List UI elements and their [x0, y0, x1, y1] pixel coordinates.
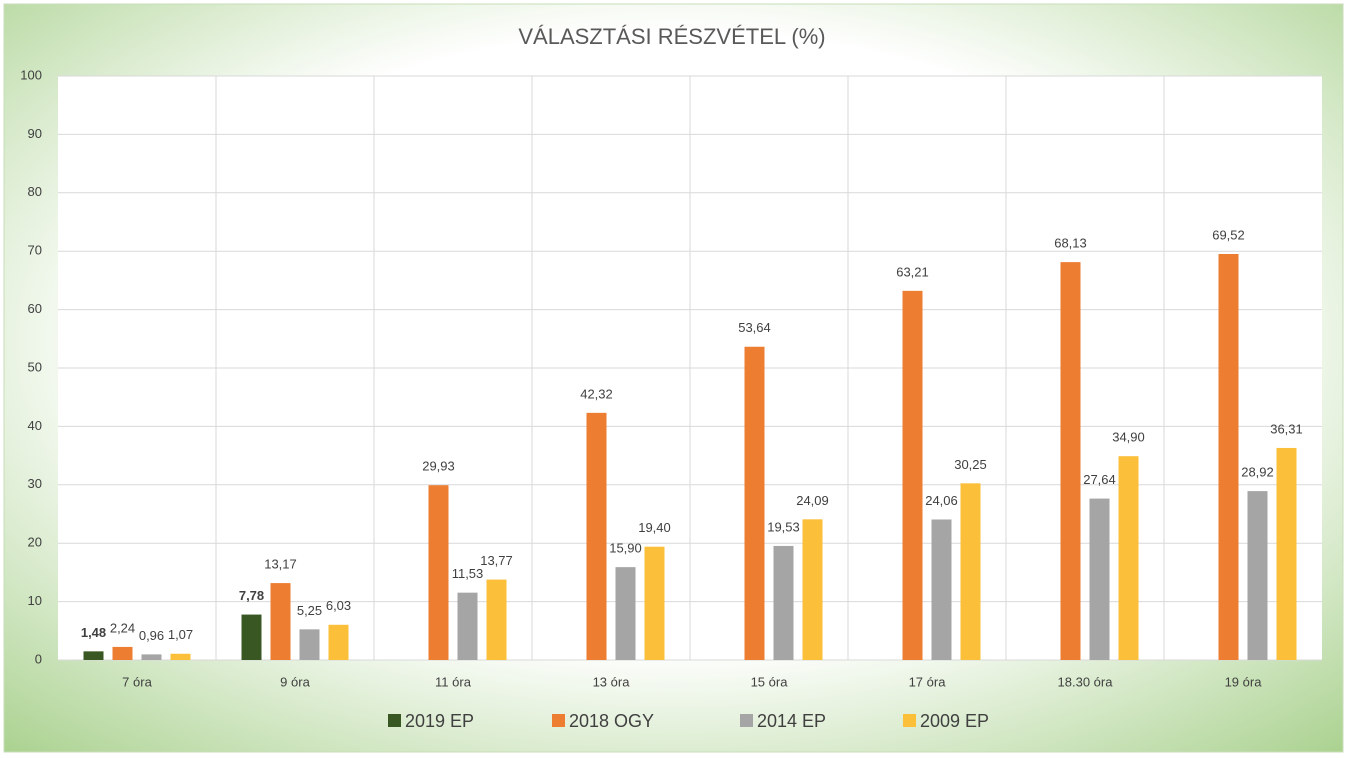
bar [141, 654, 162, 660]
bar [744, 346, 765, 660]
chart-title: VÁLASZTÁSI RÉSZVÉTEL (%) [518, 24, 825, 49]
y-tick-label: 90 [28, 126, 42, 141]
value-label: 28,92 [1241, 465, 1274, 480]
x-tick-label: 11 óra [435, 674, 472, 689]
y-tick-label: 100 [20, 67, 42, 82]
bar [1276, 447, 1297, 660]
bar [170, 653, 191, 660]
bar [299, 629, 320, 660]
bar [457, 592, 478, 660]
y-tick-label: 50 [28, 359, 42, 374]
x-tick-label: 9 óra [280, 674, 310, 689]
x-tick-label: 18.30 óra [1058, 674, 1114, 689]
y-tick-label: 40 [28, 418, 42, 433]
value-label: 19,40 [638, 520, 671, 535]
value-label: 53,64 [738, 320, 771, 335]
x-tick-label: 19 óra [1225, 674, 1263, 689]
bar [83, 651, 104, 660]
bar [773, 545, 794, 660]
x-tick-label: 17 óra [909, 674, 947, 689]
bar [428, 485, 449, 660]
value-label: 68,13 [1054, 236, 1087, 251]
x-tick-label: 7 óra [122, 674, 152, 689]
legend-swatch [552, 714, 565, 727]
bar [902, 290, 923, 660]
bar [644, 546, 665, 660]
value-label: 36,31 [1270, 421, 1303, 436]
value-label: 30,25 [954, 457, 987, 472]
value-label: 24,09 [796, 493, 829, 508]
value-label: 2,24 [110, 620, 135, 635]
x-tick-label: 13 óra [593, 674, 631, 689]
value-label: 6,03 [326, 598, 351, 613]
bar [1247, 491, 1268, 660]
legend-label: 2014 EP [757, 711, 826, 731]
y-tick-label: 20 [28, 535, 42, 550]
value-label: 13,17 [264, 557, 297, 572]
y-tick-label: 60 [28, 301, 42, 316]
value-label: 1,48 [81, 625, 106, 640]
y-tick-label: 0 [35, 651, 42, 666]
bar [586, 412, 607, 660]
bar [802, 519, 823, 660]
value-label: 42,32 [580, 386, 613, 401]
bar [486, 579, 507, 660]
value-label: 27,64 [1083, 472, 1116, 487]
value-label: 13,77 [480, 553, 513, 568]
value-label: 7,78 [239, 588, 264, 603]
value-label: 1,07 [168, 627, 193, 642]
value-label: 19,53 [767, 519, 800, 534]
legend-swatch [740, 714, 753, 727]
bar [1218, 254, 1239, 660]
y-tick-label: 70 [28, 243, 42, 258]
bar [1118, 456, 1139, 660]
bar [328, 624, 349, 660]
value-label: 11,53 [452, 566, 484, 581]
legend-label: 2019 EP [405, 711, 474, 731]
value-label: 29,93 [422, 459, 455, 474]
bar [960, 483, 981, 660]
legend-label: 2009 EP [920, 711, 989, 731]
legend-swatch [903, 714, 916, 727]
bar [270, 583, 291, 660]
bar [1060, 262, 1081, 660]
value-label: 5,25 [297, 603, 322, 618]
legend-label: 2018 OGY [569, 711, 654, 731]
y-tick-label: 80 [28, 184, 42, 199]
x-tick-label: 15 óra [751, 674, 789, 689]
bar [931, 519, 952, 660]
value-label: 34,90 [1112, 430, 1145, 445]
value-label: 15,90 [609, 541, 642, 556]
value-label: 24,06 [925, 493, 958, 508]
bar [112, 646, 133, 660]
value-label: 69,52 [1212, 227, 1245, 242]
legend-swatch [388, 714, 401, 727]
bar [1089, 498, 1110, 660]
value-label: 63,21 [896, 264, 929, 279]
y-tick-label: 10 [28, 593, 42, 608]
bar [241, 614, 262, 660]
y-tick-label: 30 [28, 476, 42, 491]
value-label: 0,96 [139, 628, 164, 643]
bar [615, 567, 636, 660]
